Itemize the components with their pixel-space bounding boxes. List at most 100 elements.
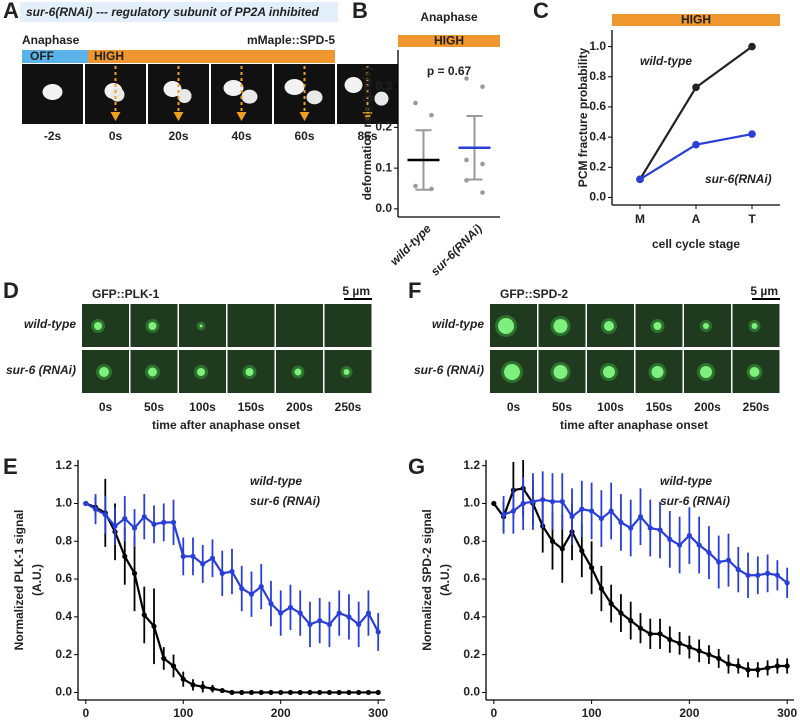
- frame-time: 0s: [109, 129, 123, 143]
- data-point: [510, 508, 516, 514]
- data-point: [725, 557, 732, 563]
- data-point: [765, 665, 771, 671]
- centrosome: [148, 367, 157, 377]
- frame-time: 50s: [552, 400, 572, 414]
- data-point: [278, 610, 284, 616]
- series-label: sur-6 (RNAi): [250, 494, 320, 508]
- frame-time: 0s: [507, 400, 521, 414]
- data-point: [608, 508, 614, 514]
- high-bar: [612, 14, 780, 26]
- data-point: [287, 604, 294, 611]
- data-point: [413, 100, 418, 106]
- centrosome: [94, 322, 102, 330]
- x-axis-title: time after anaphase onset: [560, 418, 708, 432]
- frame-time: 250s: [335, 400, 362, 414]
- data-point: [628, 618, 634, 624]
- x-tick-label: 300: [368, 706, 388, 720]
- data-point: [667, 536, 673, 542]
- y-tick-label: 0.2: [375, 120, 392, 134]
- data-point: [686, 644, 692, 650]
- data-point: [598, 585, 604, 592]
- y-tick-label: 0.8: [55, 533, 72, 547]
- panel-label: E: [3, 454, 18, 479]
- x-tick-label: 300: [777, 706, 797, 720]
- y-axis-title: deformation rate (µm/s): [360, 67, 374, 201]
- x-tick-label: 100: [582, 706, 602, 720]
- x-tick-label: M: [635, 212, 645, 226]
- laser-arrow: [173, 112, 184, 121]
- centrosome: [553, 319, 568, 333]
- y-tick-label: 0.2: [463, 647, 480, 661]
- y-axis-title: (A.U.): [438, 564, 452, 596]
- y-tick-label: 0.4: [55, 609, 72, 623]
- y-tick-label: 1.0: [463, 496, 480, 510]
- panel-label: B: [352, 0, 368, 23]
- data-point: [692, 140, 700, 149]
- y-axis-title: Normalized SPD-2 signal: [420, 509, 434, 650]
- data-point: [647, 631, 653, 637]
- micrograph: [227, 304, 275, 347]
- data-point: [598, 515, 604, 522]
- data-point: [784, 663, 790, 669]
- data-point: [429, 112, 434, 118]
- centrosome: [110, 87, 125, 102]
- data-point: [180, 676, 186, 682]
- data-point: [748, 42, 756, 51]
- data-point: [248, 591, 255, 597]
- marker-label: GFP::SPD-2: [500, 287, 568, 301]
- data-point: [141, 514, 147, 520]
- row-label: sur-6 (RNAi): [414, 363, 484, 377]
- data-point: [161, 519, 167, 525]
- frame-time: 60s: [294, 129, 314, 143]
- centrosome: [42, 84, 63, 100]
- data-point: [375, 629, 381, 635]
- data-point: [346, 614, 352, 620]
- data-point: [180, 553, 186, 559]
- data-point: [229, 568, 235, 575]
- data-point: [579, 506, 585, 512]
- centrosome: [223, 80, 244, 96]
- data-point: [549, 498, 556, 505]
- data-point: [618, 610, 624, 616]
- data-point: [480, 84, 485, 89]
- y-tick-label: 0.4: [589, 129, 606, 143]
- row-label: wild-type: [24, 317, 76, 331]
- data-point: [716, 655, 722, 662]
- data-point: [356, 689, 362, 696]
- data-point: [696, 648, 702, 654]
- y-tick-label: 0.2: [55, 647, 72, 661]
- y-axis-title: (A.U.): [30, 564, 44, 596]
- centrosome: [241, 89, 258, 104]
- centrosome: [177, 89, 192, 103]
- data-point: [287, 689, 294, 696]
- y-tick-label: 0.0: [55, 685, 72, 699]
- series-line: [503, 498, 788, 584]
- x-tick-label: sur-6(RNAi): [428, 221, 485, 278]
- panel-label: A: [3, 0, 19, 23]
- centrosome: [197, 368, 205, 376]
- data-point: [677, 640, 683, 646]
- centrosome: [498, 318, 514, 334]
- y-tick-label: 0.0: [463, 685, 480, 699]
- scale-label: 5 µm: [750, 284, 778, 298]
- data-point: [141, 612, 147, 618]
- data-point: [258, 689, 264, 696]
- y-axis-title: Normalized PLK-1 signal: [12, 510, 26, 651]
- data-point: [608, 601, 614, 607]
- frame-time: 40s: [231, 129, 251, 143]
- x-tick-label: wild-type: [387, 221, 434, 268]
- data-point: [735, 663, 741, 669]
- data-point: [375, 689, 381, 696]
- micrograph: [324, 304, 372, 347]
- data-point: [677, 542, 683, 548]
- data-point: [365, 610, 372, 616]
- off-bar: [22, 50, 88, 63]
- data-point: [692, 83, 700, 92]
- data-point: [774, 663, 780, 669]
- y-tick-label: 0.2: [589, 159, 606, 173]
- data-point: [686, 532, 692, 539]
- data-point: [637, 625, 644, 631]
- data-point: [336, 689, 342, 696]
- frame-time: 20s: [168, 129, 188, 143]
- frame-time: 150s: [238, 400, 265, 414]
